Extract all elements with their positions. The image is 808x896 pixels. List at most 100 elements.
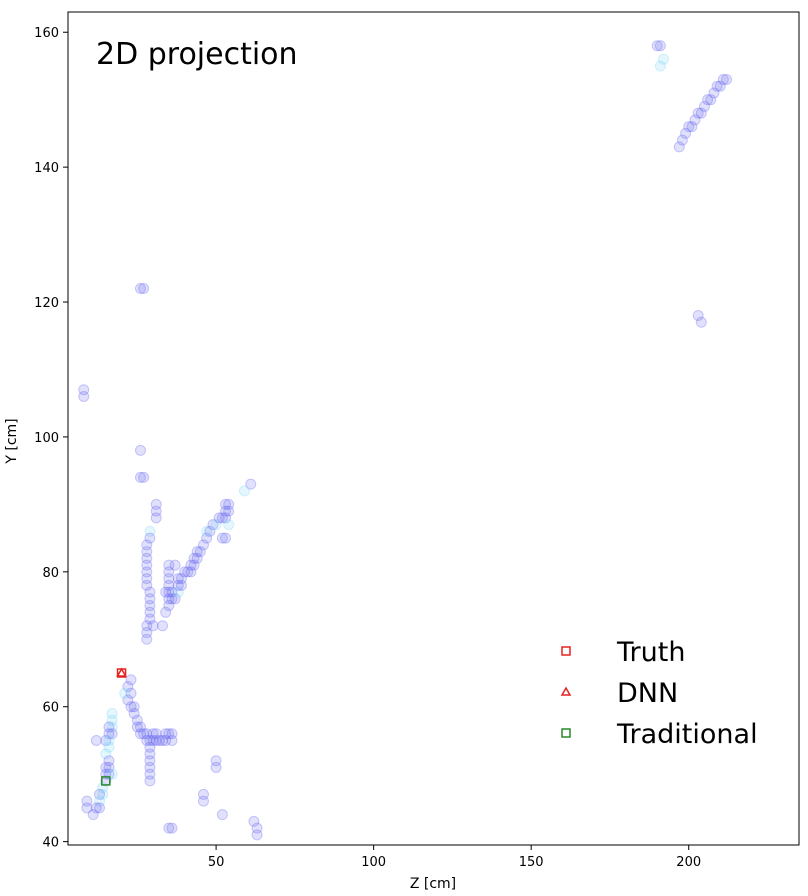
- hit-point: [150, 512, 162, 524]
- hit-point: [141, 566, 153, 578]
- legend-dnn-symbol: [560, 686, 572, 696]
- hit-point: [144, 600, 156, 612]
- hit-point: [100, 734, 112, 746]
- hit-point: [144, 741, 156, 753]
- hit-point: [163, 586, 175, 598]
- legend-truth-symbol: [561, 646, 571, 656]
- hit-point: [708, 87, 720, 99]
- hit-point: [166, 728, 178, 740]
- hit-point: [163, 579, 175, 591]
- hit-point: [166, 734, 178, 746]
- hit-point: [188, 552, 200, 564]
- hit-point: [141, 573, 153, 585]
- hit-point: [220, 532, 232, 544]
- hit-point: [141, 559, 153, 571]
- hit-point: [150, 505, 162, 517]
- hit-point: [654, 60, 666, 72]
- hit-point: [122, 680, 134, 692]
- hit-point: [144, 525, 156, 537]
- hit-point: [141, 620, 153, 632]
- hit-point: [689, 114, 701, 126]
- hit-point: [163, 728, 175, 740]
- hit-point: [119, 687, 131, 699]
- x-axis: 50 100 150 200: [208, 845, 701, 870]
- hit-point: [680, 127, 692, 139]
- hit-point: [172, 573, 184, 585]
- hits-layer: [78, 40, 733, 841]
- hit-point: [695, 107, 707, 119]
- hit-point: [147, 620, 159, 632]
- hit-point: [695, 316, 707, 328]
- hit-point: [169, 559, 181, 571]
- traditional-marker: [101, 776, 111, 786]
- hit-point: [144, 755, 156, 767]
- hit-point: [220, 505, 232, 517]
- hit-point: [150, 728, 162, 740]
- hit-point: [197, 788, 209, 800]
- hit-point: [163, 559, 175, 571]
- hit-point: [103, 761, 115, 773]
- hit-point: [698, 100, 710, 112]
- y-tick-label: 40: [42, 836, 59, 851]
- legend-traditional-label: Traditional: [616, 719, 758, 750]
- hit-point: [94, 802, 106, 814]
- hit-point: [141, 579, 153, 591]
- y-tick-label: 160: [34, 26, 59, 41]
- hit-point: [106, 721, 118, 733]
- hit-point: [100, 761, 112, 773]
- hit-point: [144, 606, 156, 618]
- hit-point: [125, 674, 137, 686]
- hit-point: [654, 40, 666, 52]
- y-tick-label: 60: [42, 701, 59, 716]
- hit-point: [138, 728, 150, 740]
- hit-point: [216, 809, 228, 821]
- hit-point: [138, 471, 150, 483]
- hit-point: [134, 283, 146, 295]
- x-tick-label: 200: [676, 855, 701, 870]
- y-axis: 40 60 80 100 120 140 160: [34, 26, 68, 851]
- y-tick-label: 120: [34, 296, 59, 311]
- hit-point: [141, 546, 153, 558]
- hit-point: [141, 734, 153, 746]
- hit-point: [216, 532, 228, 544]
- hit-point: [128, 707, 140, 719]
- hit-point: [81, 802, 93, 814]
- hit-point: [147, 734, 159, 746]
- hit-point: [201, 525, 213, 537]
- hit-point: [131, 714, 143, 726]
- hit-point: [163, 573, 175, 585]
- hit-point: [248, 815, 260, 827]
- hit-point: [711, 80, 723, 92]
- hit-point: [122, 694, 134, 706]
- hit-point: [97, 788, 109, 800]
- hit-point: [144, 748, 156, 760]
- hit-point: [705, 94, 717, 106]
- hit-point: [144, 593, 156, 605]
- y-tick-label: 140: [34, 161, 59, 176]
- hit-point: [692, 107, 704, 119]
- x-axis-label: Z [cm]: [410, 876, 456, 892]
- hit-point: [210, 761, 222, 773]
- legend: Truth DNN Traditional: [560, 637, 758, 750]
- legend-truth-label: Truth: [616, 637, 685, 668]
- hit-point: [160, 586, 172, 598]
- hit-point: [150, 734, 162, 746]
- y-axis-label: Y [cm]: [4, 418, 20, 464]
- hit-point: [144, 768, 156, 780]
- hit-point: [163, 593, 175, 605]
- hit-point: [100, 775, 112, 787]
- hit-point: [147, 728, 159, 740]
- hit-point: [103, 721, 115, 733]
- hit-point: [144, 761, 156, 773]
- hit-point: [78, 384, 90, 396]
- hit-point: [182, 566, 194, 578]
- hit-point: [138, 283, 150, 295]
- hit-point: [166, 593, 178, 605]
- legend-traditional-symbol: [561, 728, 571, 738]
- hit-point: [166, 586, 178, 598]
- hit-point: [169, 593, 181, 605]
- legend-dnn-label: DNN: [617, 678, 678, 709]
- hit-point: [134, 728, 146, 740]
- hit-point: [125, 687, 137, 699]
